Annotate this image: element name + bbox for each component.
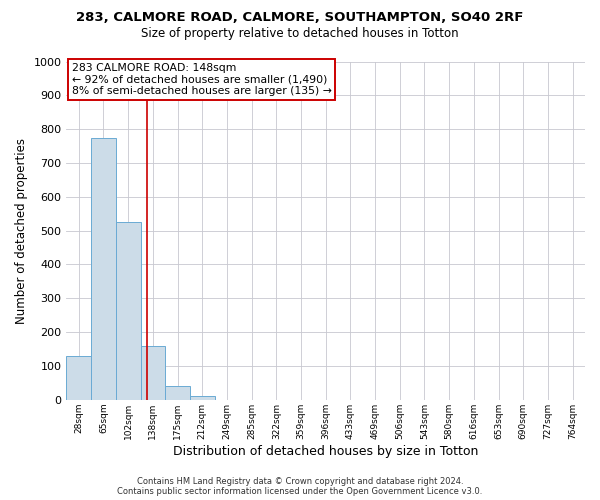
Bar xyxy=(116,222,140,400)
Bar xyxy=(190,396,215,400)
Bar xyxy=(91,138,116,400)
Bar xyxy=(67,356,91,400)
Bar xyxy=(165,386,190,400)
Text: 283 CALMORE ROAD: 148sqm
← 92% of detached houses are smaller (1,490)
8% of semi: 283 CALMORE ROAD: 148sqm ← 92% of detach… xyxy=(71,63,331,96)
Bar xyxy=(140,346,165,400)
Y-axis label: Number of detached properties: Number of detached properties xyxy=(15,138,28,324)
Text: 283, CALMORE ROAD, CALMORE, SOUTHAMPTON, SO40 2RF: 283, CALMORE ROAD, CALMORE, SOUTHAMPTON,… xyxy=(76,11,524,24)
Text: Size of property relative to detached houses in Totton: Size of property relative to detached ho… xyxy=(141,28,459,40)
X-axis label: Distribution of detached houses by size in Totton: Distribution of detached houses by size … xyxy=(173,444,478,458)
Text: Contains HM Land Registry data © Crown copyright and database right 2024.
Contai: Contains HM Land Registry data © Crown c… xyxy=(118,476,482,496)
